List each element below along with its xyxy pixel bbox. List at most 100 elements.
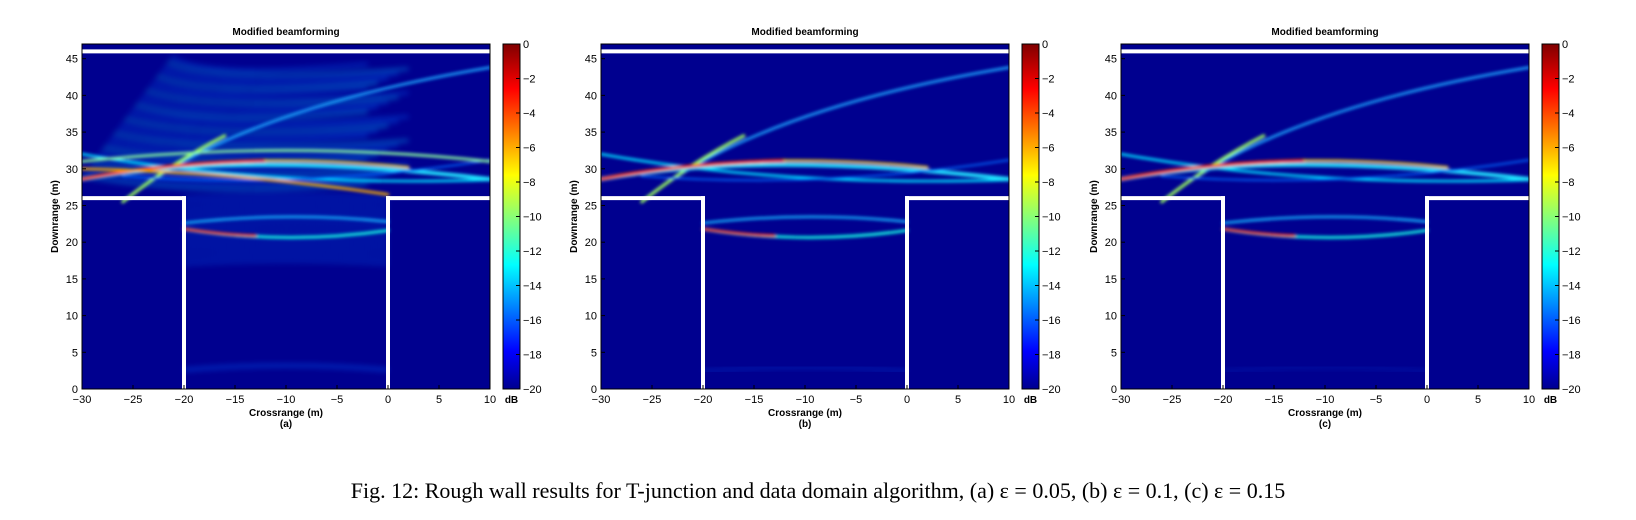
y-tick-label: 10 xyxy=(66,311,78,323)
clutter-streak xyxy=(183,255,389,261)
clutter-streak xyxy=(156,74,378,91)
chart-title: Modified beamforming xyxy=(751,27,858,38)
x-tick-label: 10 xyxy=(484,394,496,406)
y-axis-label: Downrange (m) xyxy=(569,180,580,253)
colorbar-tick-label: −20 xyxy=(523,384,542,396)
clutter-streak xyxy=(120,122,378,138)
colorbar-tick-label: −12 xyxy=(1042,246,1061,258)
x-tick-label: −25 xyxy=(124,394,143,406)
arc-room-core xyxy=(182,227,257,237)
arc-main-core xyxy=(1121,159,1307,181)
colorbar-tick-label: −10 xyxy=(1042,212,1061,224)
x-tick-label: −10 xyxy=(1316,394,1335,406)
y-axis-label: Downrange (m) xyxy=(50,180,61,253)
clutter-streak xyxy=(113,132,409,148)
y-tick-label: 35 xyxy=(66,127,78,139)
chart-panel-b: −30 −25 −20 −15 −10 −5 0 5 10051015202530354045M… xyxy=(569,27,1061,430)
clutter-streak xyxy=(183,219,389,225)
clutter-streak xyxy=(135,103,368,119)
colorbar-unit-label: dB xyxy=(1024,395,1037,406)
colorbar-tick-label: −18 xyxy=(523,350,542,362)
clutter-streak xyxy=(702,365,908,373)
clutter-streak xyxy=(183,203,389,209)
figure-caption: Fig. 12: Rough wall results for T-juncti… xyxy=(350,478,1286,503)
x-tick-label: −25 xyxy=(643,394,662,406)
arc-room-core xyxy=(701,227,776,237)
chart-title: Modified beamforming xyxy=(1271,27,1378,38)
x-axis-label: Crossrange (m) xyxy=(249,408,323,419)
y-tick-label: 10 xyxy=(585,311,597,323)
y-tick-label: 0 xyxy=(1111,384,1117,396)
arc-room-upper xyxy=(182,215,390,225)
arc-room-upper xyxy=(1221,215,1429,225)
colorbar-tick-label: −6 xyxy=(1042,143,1055,155)
chart-panel-c: −30 −25 −20 −15 −10 −5 0 5 10051015202530354045M… xyxy=(1089,27,1581,430)
clutter-haze xyxy=(1222,365,1428,373)
clutter-streak xyxy=(106,141,389,158)
arc-descending xyxy=(601,152,1009,183)
y-tick-label: 15 xyxy=(585,274,597,286)
y-tick-label: 5 xyxy=(72,347,78,359)
clutter-streak xyxy=(183,234,389,240)
colorbar-tick-label: −16 xyxy=(523,315,542,327)
x-tick-label: 0 xyxy=(385,394,391,406)
colorbar-tick-label: −6 xyxy=(1562,143,1575,155)
arc-main-core xyxy=(82,159,268,181)
x-tick-label: −30 xyxy=(73,394,92,406)
panel-sublabel: (b) xyxy=(799,419,812,430)
clutter-streak xyxy=(152,79,368,96)
y-tick-label: 40 xyxy=(66,90,78,102)
clutter-streak xyxy=(183,193,389,199)
clutter-streak xyxy=(145,89,399,105)
arc-main-mid xyxy=(783,159,929,169)
clutter-streak xyxy=(167,60,409,76)
x-tick-label: 5 xyxy=(436,394,442,406)
y-tick-label: 35 xyxy=(585,127,597,139)
y-tick-label: 30 xyxy=(585,164,597,176)
colorbar-tick-label: −14 xyxy=(523,281,542,293)
x-tick-label: 0 xyxy=(1424,394,1430,406)
clutter-streak xyxy=(103,146,378,162)
x-axis-label: Crossrange (m) xyxy=(768,408,842,419)
x-tick-label: −5 xyxy=(331,394,344,406)
colorbar-tick-label: −12 xyxy=(523,246,542,258)
chart-panel-a: −30 −25 −20 −15 −10 −5 0 5 10051015202530354045M… xyxy=(50,27,542,430)
clutter-streak xyxy=(128,113,399,129)
clutter-streak xyxy=(183,244,389,250)
clutter-streak xyxy=(131,108,409,124)
clutter-streak xyxy=(124,117,389,134)
clutter-streak xyxy=(183,224,389,230)
y-tick-label: 15 xyxy=(66,274,78,286)
x-tick-label: 10 xyxy=(1003,394,1015,406)
x-tick-label: 0 xyxy=(904,394,910,406)
x-tick-label: −25 xyxy=(1163,394,1182,406)
colorbar-unit-label: dB xyxy=(505,395,518,406)
figure: −30 −25 −20 −15 −10 −5 0 5 10051015202530354045M… xyxy=(50,27,1581,430)
x-tick-label: −30 xyxy=(1112,394,1131,406)
clutter-streak xyxy=(183,214,389,219)
colorbar-tick-label: −14 xyxy=(1562,281,1581,293)
x-tick-label: −20 xyxy=(694,394,713,406)
arc-room-upper xyxy=(701,215,909,225)
colorbar-tick-label: −10 xyxy=(1562,212,1581,224)
x-tick-label: −20 xyxy=(175,394,194,406)
y-tick-label: 40 xyxy=(1105,90,1117,102)
colorbar-tick-label: −12 xyxy=(1562,246,1581,258)
arc-main-core xyxy=(601,159,787,181)
x-tick-label: −15 xyxy=(1265,394,1284,406)
x-tick-label: −5 xyxy=(850,394,863,406)
clutter-streak xyxy=(183,364,389,372)
y-tick-label: 30 xyxy=(66,164,78,176)
arc-room-core xyxy=(1221,227,1296,237)
heatmap-image xyxy=(82,55,490,372)
target-arcs xyxy=(1121,66,1529,239)
colorbar-tick-label: −2 xyxy=(523,74,536,86)
colorbar-tick-label: 0 xyxy=(1562,39,1568,51)
colorbar-tick-label: −8 xyxy=(1562,177,1575,189)
arc-main-mid xyxy=(264,159,410,169)
x-tick-label: 5 xyxy=(1475,394,1481,406)
clutter-streak xyxy=(183,260,389,266)
chart-title: Modified beamforming xyxy=(232,27,339,38)
target-arcs xyxy=(82,66,490,239)
clutter-streak xyxy=(160,70,389,86)
